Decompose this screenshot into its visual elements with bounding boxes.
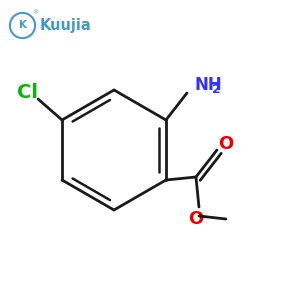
- Text: Kuujia: Kuujia: [40, 18, 92, 33]
- Text: O: O: [188, 210, 204, 228]
- Text: 2: 2: [212, 83, 220, 96]
- Text: ®: ®: [33, 11, 39, 15]
- Text: Cl: Cl: [17, 83, 38, 103]
- Text: NH: NH: [194, 76, 222, 94]
- Text: O: O: [218, 135, 234, 153]
- Text: K: K: [19, 20, 26, 31]
